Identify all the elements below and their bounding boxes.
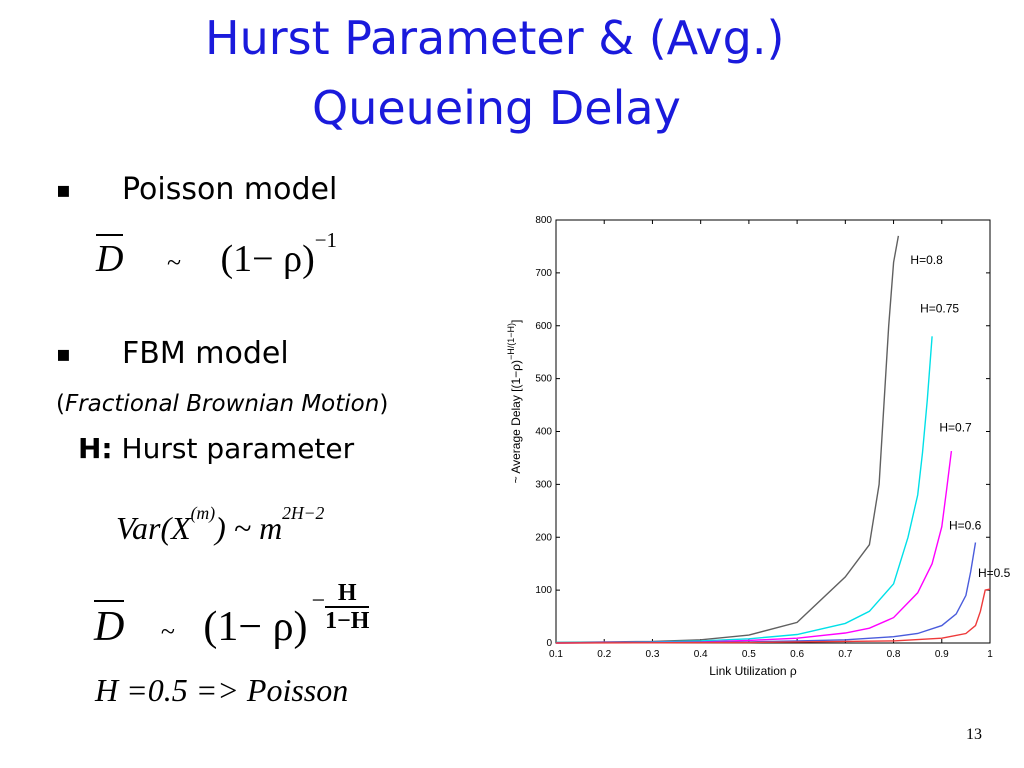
formula-fbm-rhs: (1− ρ)	[203, 604, 308, 650]
formula-fbm-exp-fraction: H 1−H	[325, 580, 370, 634]
y-tick-label: 0	[546, 638, 552, 649]
bullet-poisson-text: Poisson model	[122, 172, 338, 207]
formula-variance-sup: (m)	[190, 502, 216, 523]
formula-poisson-tilde: ~	[166, 248, 182, 277]
x-tick-label: 1	[987, 649, 993, 660]
formula-fbm-exp-den: 1−H	[325, 608, 370, 634]
fbm-full-name: (Fractional Brownian Motion)	[56, 391, 388, 417]
formula-variance-exp: 2H−2	[282, 502, 325, 523]
hurst-definition-text: Hurst parameter	[121, 432, 355, 465]
formula-variance-lhs: Var(X	[116, 510, 191, 546]
title-line-2: Queueing Delay	[312, 81, 681, 135]
series-line-h-0-5	[555, 588, 991, 644]
formula-poisson-exponent: −1	[314, 227, 337, 252]
x-tick-label: 0.2	[597, 649, 611, 660]
paren-open: (	[56, 391, 65, 417]
series-line-h-0-75	[556, 336, 933, 644]
series-label: H=0.8	[910, 253, 943, 267]
y-axis-label: ~ Average Delay [(1−ρ)−H/(1−H)]	[506, 320, 523, 484]
series-label: H=0.5	[978, 566, 1011, 580]
series-label: H=0.7	[939, 421, 972, 435]
bullet-fbm-text: FBM model	[122, 336, 289, 371]
series-label: H=0.6	[949, 518, 982, 532]
title-line-1: Hurst Parameter & (Avg.)	[205, 11, 785, 65]
formula-fbm-delay: D ~ (1− ρ)− H 1−H	[94, 580, 370, 656]
formula-poisson-rhs: (1− ρ)	[220, 238, 315, 280]
hurst-definition: H: Hurst parameter	[78, 432, 354, 465]
series-line-h-0-7	[555, 451, 953, 644]
y-tick-label: 400	[535, 427, 552, 438]
x-axis-label: Link Utilization ρ	[709, 664, 797, 678]
formula-poisson-lhs: D	[96, 234, 124, 280]
formula-fbm-exp-sign: −	[311, 588, 326, 614]
y-tick-label: 200	[535, 532, 552, 543]
y-tick-label: 700	[535, 268, 552, 279]
y-tick-label: 100	[535, 585, 552, 596]
hurst-symbol: H:	[78, 432, 113, 465]
poisson-equivalence: H =0.5 => Poisson	[95, 672, 349, 708]
formula-variance: Var(X(m)) ~ m2H−2	[116, 503, 324, 547]
page-number: 13	[966, 726, 982, 743]
plot-area: 0.1 0.2 0.3 0.4 0.5 0.6 0.7 0.8 0.9 1 0 100 200 300 40…	[506, 215, 1011, 678]
y-tick-label: 500	[535, 374, 552, 385]
bullet-icon: ▪	[56, 178, 71, 203]
x-tick-label: 0.8	[887, 649, 901, 660]
x-tick-label: 0.7	[838, 649, 852, 660]
formula-fbm-lhs: D	[94, 600, 125, 650]
formula-variance-mid: ) ~ m	[215, 510, 283, 546]
series-label: H=0.75	[920, 302, 959, 316]
y-tick-label: 800	[535, 215, 552, 226]
x-tick-label: 0.3	[645, 649, 659, 660]
delay-vs-utilization-chart: 0.1 0.2 0.3 0.4 0.5 0.6 0.7 0.8 0.9 1 0 100 200 300 40…	[506, 215, 1011, 678]
x-tick-label: 0.1	[549, 649, 563, 660]
formula-fbm-exp-num: H	[325, 580, 370, 608]
y-tick-label: 300	[535, 479, 552, 490]
fbm-full-name-text: Fractional Brownian Motion	[64, 391, 380, 417]
x-tick-label: 0.6	[790, 649, 804, 660]
series-line-h-0-6	[555, 542, 977, 644]
series-line-h-0-8	[555, 235, 900, 644]
x-tick-label: 0.9	[935, 649, 949, 660]
y-tick-label: 600	[535, 321, 552, 332]
paren-close: )	[379, 391, 389, 417]
formula-poisson-delay: D ~ (1− ρ)−1	[96, 228, 337, 281]
x-tick-label: 0.5	[742, 649, 756, 660]
x-tick-label: 0.4	[694, 649, 708, 660]
bullet-icon: ▪	[56, 342, 71, 367]
formula-fbm-tilde: ~	[160, 617, 175, 646]
